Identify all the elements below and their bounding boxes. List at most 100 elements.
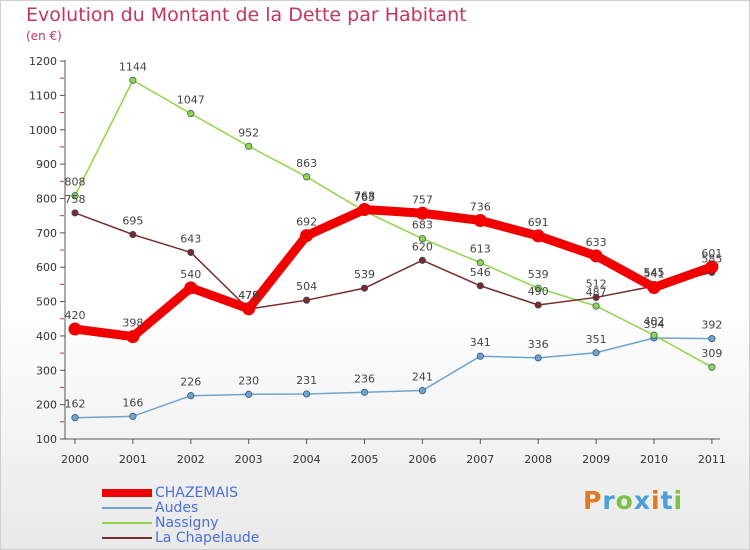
data-label: 398: [122, 317, 143, 330]
data-label: 758: [65, 193, 86, 206]
data-label: 808: [65, 176, 86, 189]
data-label: 691: [528, 216, 549, 229]
line-chart: 100 200 300 400 500 600 700 800 900 1000 1100 1200 2…: [29, 55, 726, 466]
data-point: [300, 229, 314, 243]
data-point: [418, 235, 426, 243]
series-line: [74, 204, 714, 342]
data-point: [589, 249, 603, 263]
legend-swatch: [102, 507, 152, 509]
data-label: 236: [354, 372, 375, 385]
data-label: 546: [470, 266, 491, 279]
y-tick-label: 200: [36, 399, 57, 412]
chart-title: Evolution du Montant de la Dette par Hab…: [26, 4, 467, 26]
data-point: [303, 173, 311, 181]
data-point: [245, 142, 253, 150]
data-point: [705, 260, 719, 274]
y-tick-label: 600: [36, 261, 57, 274]
data-point: [650, 331, 658, 339]
data-label: 336: [528, 338, 549, 351]
data-point: [184, 281, 198, 295]
data-label: 226: [180, 376, 201, 389]
unit-label: (en €): [26, 29, 62, 43]
data-point: [476, 282, 484, 290]
data-point: [71, 192, 79, 200]
data-point: [647, 280, 661, 294]
data-point: [418, 256, 426, 264]
data-point: [187, 248, 195, 256]
data-label: 683: [412, 219, 433, 232]
legend-label: Nassigny: [155, 515, 219, 531]
axes: 100 200 300 400 500 600 700 800 900 1000 1100 1200 2…: [29, 55, 726, 466]
data-label: 545: [644, 266, 665, 279]
data-label: 695: [122, 215, 143, 228]
data-point: [68, 322, 82, 336]
y-tick-label: 700: [36, 227, 57, 240]
data-labels: 162 166 226 230 231 236 241 341 336 351 394 392 808 1…: [65, 60, 723, 410]
data-point: [303, 296, 311, 304]
data-label: 394: [644, 318, 665, 331]
x-tick-label: 2005: [351, 453, 379, 466]
data-point: [592, 349, 600, 357]
data-point: [592, 302, 600, 310]
legend-swatch: [102, 489, 152, 497]
data-label: 512: [586, 277, 607, 290]
x-tick-label: 2010: [640, 453, 668, 466]
legend-swatch: [102, 537, 152, 539]
x-tick-label: 2011: [698, 453, 726, 466]
data-label: 490: [528, 285, 549, 298]
data-point: [242, 302, 256, 316]
data-point: [187, 110, 195, 118]
y-tick-label: 1000: [29, 124, 57, 137]
data-label: 768: [354, 189, 375, 202]
data-label: 692: [296, 216, 317, 229]
data-point: [592, 293, 600, 301]
x-tick-label: 2001: [119, 453, 147, 466]
data-point: [129, 412, 137, 420]
y-tick-label: 900: [36, 158, 57, 171]
data-label: 479: [238, 289, 259, 302]
data-label: 1144: [119, 60, 147, 73]
legend-swatch: [102, 522, 152, 524]
y-tick-label: 500: [36, 296, 57, 309]
x-tick-label: 2000: [61, 453, 89, 466]
data-label: 487: [586, 286, 607, 299]
data-point: [129, 76, 137, 84]
data-label: 601: [701, 247, 722, 260]
x-tick-label: 2003: [235, 453, 263, 466]
data-point: [358, 202, 371, 216]
x-tick-label: 2007: [466, 453, 494, 466]
data-point: [534, 284, 542, 292]
data-label: 341: [470, 336, 491, 349]
data-label: 351: [586, 333, 607, 346]
data-label: 952: [238, 126, 259, 139]
data-point: [360, 388, 369, 396]
y-tick-label: 1200: [29, 55, 57, 68]
data-point: [534, 301, 542, 309]
data-label: 633: [586, 236, 607, 249]
data-point: [476, 352, 484, 360]
proxiti-logo: Proxiti: [583, 486, 684, 515]
data-label: 540: [180, 268, 201, 281]
x-tick-label: 2009: [582, 453, 610, 466]
data-label: 420: [65, 309, 86, 322]
x-tick-label: 2002: [177, 453, 205, 466]
data-point: [126, 330, 140, 344]
data-point: [476, 259, 484, 267]
data-label: 643: [180, 232, 201, 245]
data-label: 585: [701, 252, 722, 265]
series-line: [74, 337, 712, 419]
data-label: 504: [296, 280, 317, 293]
data-point: [708, 363, 716, 371]
data-point: [708, 335, 716, 343]
data-label: 863: [296, 157, 317, 170]
data-point: [71, 209, 79, 217]
y-tick-label: 100: [36, 433, 57, 446]
data-point: [418, 387, 426, 395]
data-label: 392: [701, 319, 722, 332]
data-label: 763: [354, 191, 375, 204]
data-point: [531, 229, 545, 243]
data-point: [415, 206, 429, 220]
legend-label: La Chapelaude: [155, 530, 260, 546]
data-point: [129, 231, 137, 239]
data-point: [473, 213, 487, 227]
